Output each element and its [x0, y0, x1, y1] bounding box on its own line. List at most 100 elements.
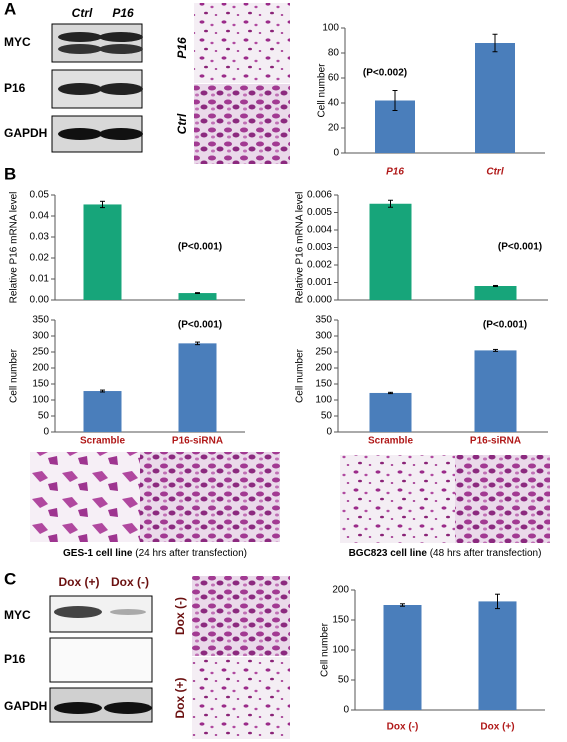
band: [54, 606, 102, 618]
y-tick-label: 0.04: [30, 211, 50, 222]
micrograph: [192, 576, 290, 656]
band: [110, 609, 146, 615]
image-label: P16: [175, 37, 189, 59]
blot-label: P16: [4, 81, 26, 95]
bar: [369, 203, 412, 300]
y-tick-label: 350: [315, 315, 332, 326]
blot-label: MYC: [4, 608, 31, 622]
caption: GES-1 cell line (24 hrs after transfecti…: [63, 548, 247, 559]
y-tick-label: 0.05: [30, 190, 50, 201]
x-tick-label: Scramble: [368, 436, 413, 447]
lane-label: Ctrl: [72, 6, 93, 20]
x-tick-label: P16-siRNA: [470, 436, 521, 447]
y-tick-label: 0.00: [30, 295, 50, 306]
y-tick-label: 0: [333, 148, 339, 159]
image-label: Dox (+): [173, 677, 187, 718]
blot-label: GAPDH: [4, 126, 47, 140]
y-axis-label: Cell number: [320, 622, 331, 677]
micrograph: [194, 3, 290, 83]
band: [58, 128, 102, 140]
micrograph: [140, 452, 280, 542]
bar: [478, 601, 517, 710]
y-tick-label: 0: [326, 427, 332, 438]
blot: [51, 23, 143, 63]
y-tick-label: 100: [332, 645, 349, 656]
bar: [83, 391, 122, 432]
y-tick-label: 0.001: [307, 277, 332, 288]
band: [58, 32, 102, 42]
caption-name: BGC823 cell line: [349, 548, 428, 559]
band: [99, 128, 143, 140]
micrograph: [192, 657, 290, 739]
bar: [474, 286, 517, 300]
band: [54, 702, 102, 714]
y-axis-label: Cell number: [295, 348, 306, 403]
y-tick-label: 50: [338, 675, 350, 686]
bar: [178, 343, 217, 432]
y-tick-label: 0.006: [307, 190, 332, 201]
annotation: (P<0.001): [178, 242, 222, 253]
bar: [383, 605, 422, 710]
caption-note: (24 hrs after transfection): [135, 548, 247, 559]
x-tick-label: P16-siRNA: [172, 436, 223, 447]
bar: [369, 392, 412, 432]
y-tick-label: 300: [315, 331, 332, 342]
x-tick-label: Dox (-): [387, 722, 419, 733]
y-tick-label: 40: [328, 98, 340, 109]
panel-letter: B: [4, 164, 16, 183]
y-tick-label: 0.02: [30, 253, 50, 264]
y-tick-label: 80: [328, 48, 340, 59]
y-tick-label: 0.000: [307, 295, 332, 306]
band: [104, 702, 152, 714]
micrograph: [455, 455, 550, 543]
bar: [474, 350, 517, 432]
y-axis-label: Relative P16 mRNA level: [9, 192, 20, 304]
image-label: Ctrl: [175, 113, 189, 134]
y-tick-label: 0: [43, 427, 49, 438]
image-label: Dox (-): [173, 597, 187, 635]
x-tick-label: P16: [386, 167, 404, 178]
band: [99, 32, 143, 42]
y-tick-label: 50: [38, 411, 50, 422]
y-tick-label: 150: [32, 379, 49, 390]
y-tick-label: 0.005: [307, 207, 332, 218]
annotation: (P<0.001): [498, 242, 542, 253]
y-tick-label: 200: [332, 585, 349, 596]
y-tick-label: 0.002: [307, 260, 332, 271]
annotation: (P<0.002): [363, 68, 407, 79]
y-axis-label: Cell number: [317, 63, 328, 118]
caption-name: GES-1 cell line: [63, 548, 133, 559]
band: [58, 83, 102, 95]
micrograph: [194, 84, 290, 164]
y-tick-label: 250: [32, 347, 49, 358]
bar: [178, 293, 217, 300]
blot: [49, 637, 153, 683]
band: [58, 44, 102, 54]
y-tick-label: 0.01: [30, 274, 50, 285]
y-tick-label: 0.003: [307, 242, 332, 253]
y-axis-label: Relative P16 mRNA level: [295, 192, 306, 304]
y-tick-label: 200: [32, 363, 49, 374]
y-tick-label: 0.004: [307, 225, 332, 236]
band: [99, 83, 143, 95]
y-tick-label: 100: [322, 23, 339, 34]
panel-letter: C: [4, 569, 16, 588]
annotation: (P<0.001): [178, 320, 222, 331]
blot-label: GAPDH: [4, 699, 47, 713]
y-tick-label: 0.03: [30, 232, 50, 243]
y-tick-label: 100: [315, 395, 332, 406]
bar: [83, 204, 122, 300]
micrograph: [30, 452, 140, 542]
lane-label: Dox (-): [111, 575, 149, 589]
panel-letter: A: [4, 0, 16, 18]
band: [99, 44, 143, 54]
y-tick-label: 100: [32, 395, 49, 406]
lane-label: P16: [112, 6, 134, 20]
y-tick-label: 250: [315, 347, 332, 358]
x-tick-label: Dox (+): [480, 722, 514, 733]
micrograph: [340, 455, 455, 543]
y-tick-label: 150: [315, 379, 332, 390]
y-axis-label: Cell number: [9, 348, 20, 403]
y-tick-label: 50: [321, 411, 333, 422]
x-tick-label: Ctrl: [486, 167, 503, 178]
